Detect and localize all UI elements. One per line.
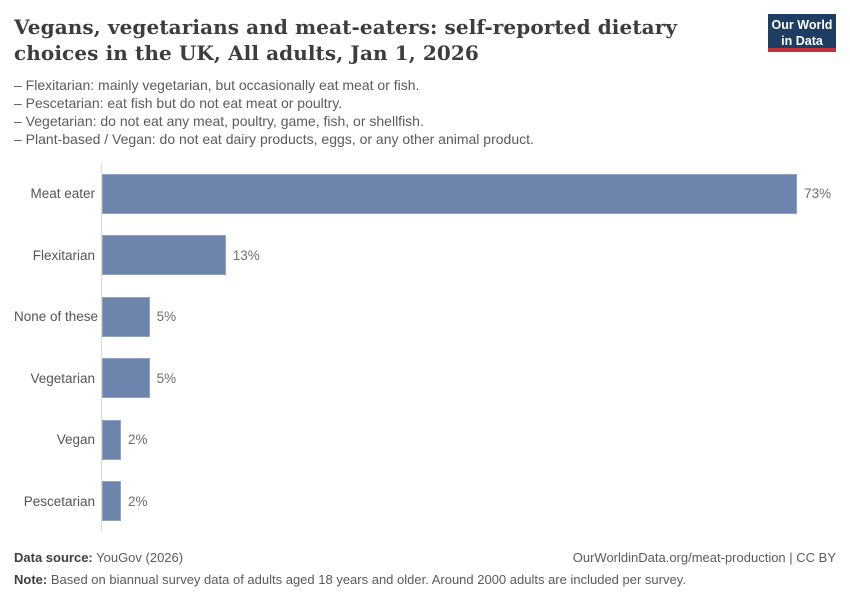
- subtitle-line-vegan: – Plant-based / Vegan: do not eat dairy …: [14, 130, 534, 147]
- bar-area: 2%: [101, 470, 836, 532]
- subtitle-line-vegetarian: – Vegetarian: do not eat any meat, poult…: [14, 112, 424, 129]
- bar-chart: Meat eater 73% Flexitarian 13% None of t…: [14, 162, 836, 532]
- note-label: Note:: [14, 572, 48, 587]
- page-title: Vegans, vegetarians and meat-eaters: sel…: [14, 15, 678, 66]
- bar-area: 13%: [101, 224, 836, 286]
- category-label: Vegetarian: [30, 370, 95, 386]
- bar[interactable]: [102, 296, 150, 337]
- footer-note: Note: Based on biannual survey data of a…: [14, 571, 836, 588]
- bar[interactable]: [102, 235, 226, 276]
- chart-row: Vegan 2%: [14, 408, 836, 471]
- data-source: Data source: YouGov (2026): [14, 549, 183, 566]
- category-label: Vegan: [56, 432, 95, 448]
- chart-row: Pescetarian 2%: [14, 470, 836, 532]
- bar-area: 5%: [101, 347, 836, 409]
- data-source-label: Data source:: [14, 550, 93, 565]
- bar[interactable]: [102, 481, 122, 522]
- owid-logo-line2: in Data: [781, 33, 823, 48]
- bar[interactable]: [102, 419, 122, 460]
- chart-row: Meat eater 73%: [14, 162, 836, 225]
- category-label: Pescetarian: [23, 493, 95, 509]
- value-label: 2%: [128, 432, 148, 448]
- chart-row: Flexitarian 13%: [14, 224, 836, 286]
- subtitle-line-flexitarian: – Flexitarian: mainly vegetarian, but oc…: [14, 76, 420, 93]
- chart-row: Vegetarian 5%: [14, 347, 836, 409]
- category-label: Flexitarian: [32, 247, 95, 263]
- credit-link[interactable]: OurWorldinData.org/meat-production | CC …: [572, 550, 836, 565]
- owid-logo-text: Our World in Data: [768, 14, 836, 48]
- chart-subtitle: – Flexitarian: mainly vegetarian, but oc…: [14, 76, 836, 148]
- value-label: 13%: [232, 247, 260, 263]
- value-label: 73%: [804, 186, 832, 202]
- category-label: None of these: [14, 309, 99, 325]
- subtitle-line-pescetarian: – Pescetarian: eat fish but do not eat m…: [14, 94, 343, 111]
- value-label: 5%: [156, 370, 177, 386]
- owid-logo-red-bar: [768, 48, 836, 52]
- owid-logo-line1: Our World: [771, 18, 833, 32]
- bar[interactable]: [102, 173, 798, 214]
- category-label: Meat eater: [30, 186, 95, 202]
- bar-area: 2%: [101, 408, 836, 471]
- footer: Data source: YouGov (2026) OurWorldinDat…: [14, 549, 836, 588]
- bar-area: 73%: [101, 162, 836, 225]
- bar-area: 5%: [101, 285, 836, 348]
- owid-logo[interactable]: Our World in Data: [768, 14, 836, 52]
- note-text: Based on biannual survey data of adults …: [47, 572, 686, 587]
- value-label: 5%: [156, 309, 177, 325]
- value-label: 2%: [128, 493, 148, 509]
- header: Vegans, vegetarians and meat-eaters: sel…: [14, 14, 836, 67]
- bar[interactable]: [102, 358, 150, 399]
- chart-row: None of these 5%: [14, 285, 836, 348]
- data-source-text: YouGov (2026): [92, 550, 184, 565]
